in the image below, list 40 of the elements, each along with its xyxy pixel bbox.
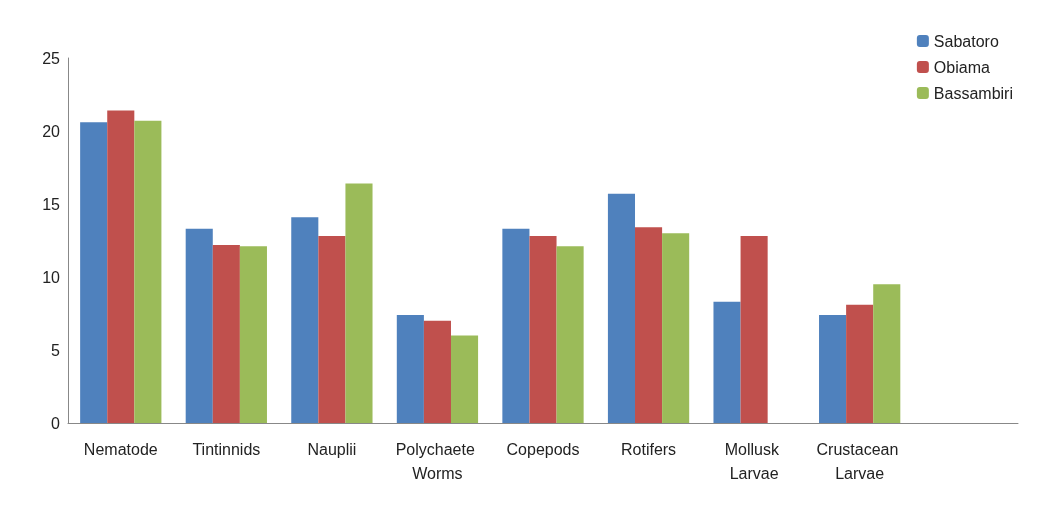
x-tick-label: Crustacean Larvae	[816, 440, 903, 482]
legend-label: Obiama	[933, 58, 990, 76]
bar	[662, 233, 690, 423]
legend-label: Sabatoro	[933, 32, 999, 50]
x-tick-label: Polychaete Worms	[395, 440, 480, 482]
bar	[502, 228, 530, 423]
bar	[556, 246, 584, 423]
legend-label: Bassambiri	[933, 84, 1014, 102]
y-tick-label: 0	[51, 414, 61, 432]
y-tick-label: 20	[42, 122, 61, 140]
bar	[450, 335, 479, 423]
x-tick-label: Tintinnids	[192, 440, 261, 458]
bar	[740, 236, 768, 423]
bar	[819, 314, 847, 423]
bar	[318, 236, 346, 423]
bar	[396, 314, 424, 423]
bar	[713, 301, 741, 423]
y-tick-label: 10	[42, 268, 61, 286]
bar	[80, 122, 108, 423]
bar	[873, 284, 901, 423]
x-tick-label: Nematode	[83, 440, 158, 458]
x-tick-label: Copepods	[506, 440, 580, 458]
x-tick-label: Mollusk Larvae	[724, 440, 784, 482]
bar	[291, 217, 319, 423]
bar	[423, 320, 451, 423]
bar	[607, 193, 636, 423]
y-tick-label: 15	[42, 195, 61, 213]
x-tick-label: Rotifers	[620, 440, 677, 458]
bar	[846, 304, 874, 423]
x-tick-label: Nauplii	[307, 440, 357, 458]
bar	[635, 227, 663, 423]
bar	[529, 236, 557, 423]
y-tick-label: 25	[42, 49, 61, 67]
bar	[345, 183, 373, 423]
bar	[107, 110, 135, 423]
bar	[239, 246, 267, 423]
bar	[212, 244, 240, 423]
y-tick-label: 5	[51, 341, 61, 359]
bar	[185, 228, 213, 423]
bar	[134, 120, 162, 423]
